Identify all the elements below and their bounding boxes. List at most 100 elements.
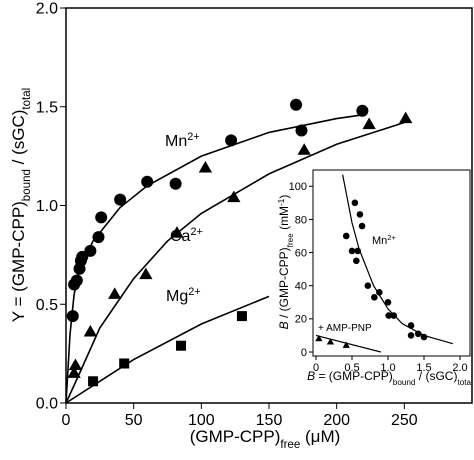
label-part: 2+ [187, 131, 199, 143]
label-part: bound [393, 378, 416, 387]
point [356, 104, 369, 117]
fit-curve [342, 174, 453, 345]
x-tick-label: 0.5 [344, 362, 359, 374]
annotation: Mn2+ [372, 233, 396, 248]
plot-frame [312, 169, 471, 357]
point [95, 211, 108, 224]
label-part: B [277, 321, 291, 329]
point [356, 211, 364, 218]
y-tick-label: 0.5 [36, 297, 58, 314]
x-tick-label: 50 [125, 412, 143, 429]
label-part: 2+ [387, 233, 396, 242]
point [399, 111, 413, 124]
point [376, 289, 383, 296]
point [315, 334, 323, 342]
x-tick-label: 0 [62, 412, 71, 429]
point [351, 199, 359, 207]
point [236, 311, 247, 322]
label-part: (GMP-CPP) [190, 427, 281, 446]
label-part: bound [21, 169, 33, 201]
y-tick-label: 0.0 [36, 396, 58, 413]
point [385, 312, 393, 319]
y-axis-label: B / (GMP-CPP)free (mM-1) [277, 195, 295, 330]
label-part: free [286, 233, 295, 248]
y-tick-label: 100 [289, 181, 307, 193]
y-tick-label: 40 [295, 281, 307, 293]
label-part: 2+ [188, 286, 200, 298]
point [67, 366, 81, 378]
x-tick-label: 2.0 [452, 362, 467, 374]
point [297, 143, 311, 155]
point [295, 124, 308, 137]
point [290, 98, 303, 111]
fit-curve [65, 295, 270, 404]
point [108, 287, 122, 299]
point [358, 222, 366, 230]
label-part: (mM [277, 206, 291, 233]
label-part: Mn [372, 235, 387, 247]
y-tick-label: 0 [301, 347, 307, 359]
point [384, 298, 392, 306]
point [353, 257, 360, 265]
point [176, 340, 187, 351]
point [348, 247, 356, 255]
fit-curve [65, 113, 364, 404]
label-part: B [307, 369, 315, 383]
point [342, 232, 350, 240]
x-tick-label: 0 [313, 362, 319, 374]
label-part: ) [277, 195, 291, 199]
point [225, 134, 238, 147]
y-tick-label: 1.0 [36, 198, 58, 215]
label-part: total [21, 88, 33, 110]
x-axis-label: (GMP-CPP)free (μM) [190, 427, 341, 451]
x-axis-label: B = (GMP-CPP)bound / (sGC)total [307, 369, 473, 387]
label-part: Y = (GMP-CPP) [9, 201, 28, 322]
label-part: Mn [165, 133, 187, 150]
point [83, 324, 98, 337]
point [139, 267, 153, 280]
point [362, 117, 376, 130]
y-tick-label: 60 [295, 247, 307, 259]
x-tick-label: 100 [188, 412, 215, 429]
point [407, 332, 415, 339]
point [169, 177, 182, 190]
y-tick-label: 80 [295, 214, 307, 226]
point [88, 376, 99, 387]
y-tick-label: 20 [295, 314, 307, 326]
annotation: Mn2+ [165, 131, 200, 150]
label-part: total [457, 378, 473, 387]
point [342, 341, 350, 348]
fit-curve [315, 334, 381, 353]
label-part: -1 [277, 198, 286, 206]
label-part: 2+ [190, 226, 202, 238]
fit-curve [65, 121, 405, 404]
point [198, 160, 213, 173]
label-part: Mg [166, 288, 188, 305]
label-part: (μM) [300, 427, 340, 446]
label-part: / (GMP-CPP) [277, 247, 291, 321]
x-tick-label: 150 [256, 412, 283, 429]
point [68, 358, 83, 371]
x-tick-label: 200 [323, 412, 350, 429]
y-axis-label: Y = (GMP-CPP)bound / (sGC)total [9, 88, 33, 323]
annotation: Mg2+ [166, 286, 201, 305]
label-part: / (sGC) [9, 110, 28, 170]
point [326, 338, 335, 345]
label-part: / (sGC) [415, 369, 457, 383]
x-tick-label: 1.0 [380, 362, 395, 374]
point [119, 358, 130, 369]
point [114, 193, 127, 206]
label-part: free [280, 439, 300, 451]
y-tick-label: 2.0 [36, 1, 58, 18]
y-tick-label: 1.5 [36, 99, 58, 116]
point [170, 226, 184, 238]
label-part: + AMP-PNP [318, 323, 372, 334]
point [92, 231, 105, 244]
point [227, 190, 241, 203]
x-tick-label: 250 [391, 412, 418, 429]
point [364, 282, 372, 290]
annotation: + AMP-PNP [318, 323, 372, 334]
label-part: = (GMP-CPP) [315, 369, 393, 383]
